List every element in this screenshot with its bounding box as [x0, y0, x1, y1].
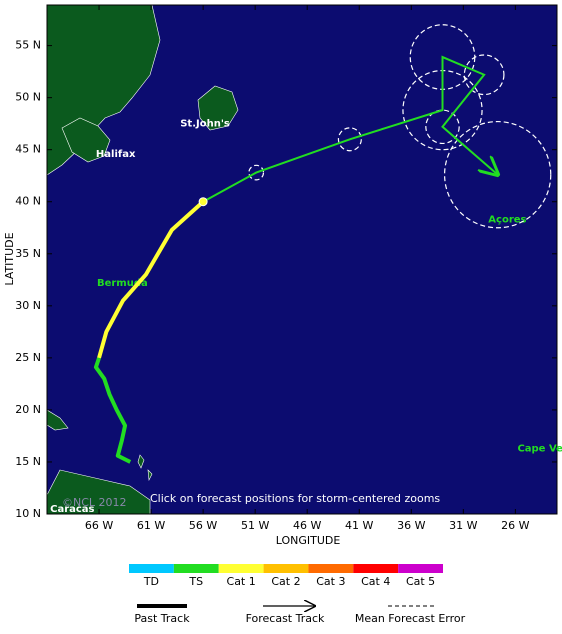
- place-label: Cape Verde: [517, 443, 562, 454]
- legend-swatch: [308, 564, 354, 573]
- forecast-error: [248, 164, 265, 181]
- forecast-track: [202, 55, 498, 203]
- x-tick-label: 56 W: [189, 519, 217, 532]
- y-tick-label: 20 N: [15, 403, 41, 416]
- x-tick-label: 31 W: [449, 519, 477, 532]
- y-tick-label: 55 N: [15, 39, 41, 52]
- y-tick-label: 40 N: [15, 195, 41, 208]
- forecast-error: [443, 120, 552, 229]
- legend-label: TD: [143, 575, 159, 588]
- x-tick-label: 41 W: [345, 519, 373, 532]
- legend-label: Cat 5: [406, 575, 435, 588]
- legend-swatch: [218, 564, 264, 573]
- legend-label: Cat 2: [271, 575, 300, 588]
- place-label: Bermuda: [97, 278, 148, 289]
- legend-label: Cat 3: [316, 575, 345, 588]
- past-track: [97, 200, 205, 359]
- forecast-error: [425, 109, 460, 145]
- legend-swatch: [263, 564, 309, 573]
- x-tick-label: 66 W: [85, 519, 113, 532]
- legend-label: Forecast Track: [246, 612, 325, 625]
- place-label: Caracas: [50, 504, 94, 515]
- legend-label: TS: [188, 575, 203, 588]
- x-tick-label: 46 W: [293, 519, 321, 532]
- legend-swatch: [398, 564, 443, 573]
- land: [47, 5, 239, 514]
- current-position: [198, 197, 208, 207]
- legend-swatch: [353, 564, 399, 573]
- y-axis-label: LATITUDE: [3, 232, 16, 285]
- legend-label: Cat 1: [227, 575, 256, 588]
- legend-swatch: [129, 564, 174, 573]
- forecast-error: [337, 127, 362, 152]
- y-tick-label: 50 N: [15, 91, 41, 104]
- note: Click on forecast positions for storm-ce…: [150, 492, 440, 505]
- place-label: Açores: [488, 214, 526, 225]
- x-axis-label: LONGITUDE: [276, 534, 341, 547]
- x-tick-label: 51 W: [241, 519, 269, 532]
- credit: ©NCL 2012: [62, 496, 127, 509]
- y-tick-label: 25 N: [15, 351, 41, 364]
- forecast-error: [463, 54, 505, 96]
- y-tick-label: 10 N: [15, 507, 41, 520]
- map-frame: [46, 4, 558, 515]
- y-tick-label: 30 N: [15, 299, 41, 312]
- place-label: St.John's: [180, 119, 230, 130]
- y-tick-label: 45 N: [15, 143, 41, 156]
- x-tick-label: 36 W: [397, 519, 425, 532]
- place-label: Halifax: [96, 149, 136, 160]
- y-tick-label: 15 N: [15, 455, 41, 468]
- x-tick-label: 26 W: [501, 519, 529, 532]
- y-tick-label: 35 N: [15, 247, 41, 260]
- past-track: [93, 357, 132, 464]
- x-tick-label: 61 W: [137, 519, 165, 532]
- legend-swatch: [173, 564, 219, 573]
- legend-label: Mean Forecast Error: [355, 612, 466, 625]
- legend-label: Cat 4: [361, 575, 390, 588]
- legend-label: Past Track: [134, 612, 190, 625]
